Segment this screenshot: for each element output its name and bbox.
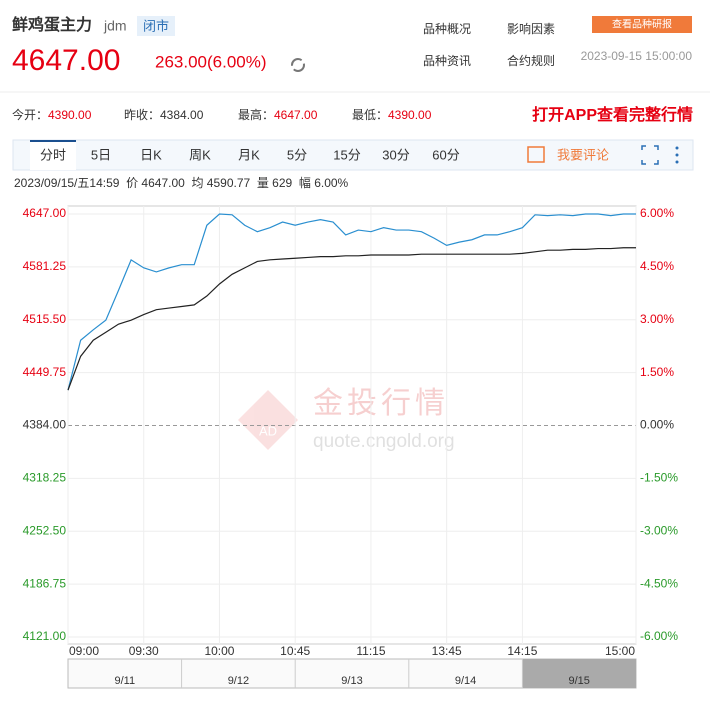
tab[interactable]: 5日 (91, 147, 111, 162)
y-tick-label: 4581.25 (23, 259, 67, 273)
navigator-label: 9/15 (568, 675, 589, 687)
y2-tick-label: -3.00% (640, 523, 678, 537)
navigator-label: 9/11 (115, 675, 136, 687)
menu-dot[interactable] (675, 153, 679, 157)
stat-label: 今开： (12, 107, 48, 122)
y-tick-label: 4384.00 (23, 418, 67, 432)
change: 263.00(6.00%) (155, 52, 267, 71)
stat-label: 最低： (352, 108, 388, 122)
navigator-label: 9/13 (341, 675, 362, 687)
y-tick-label: 4121.00 (23, 629, 67, 643)
button-bg[interactable] (592, 16, 692, 33)
x-tick-label: 09:30 (129, 644, 159, 658)
tab[interactable]: 30分 (382, 147, 409, 162)
link[interactable]: 影响因素 (507, 21, 555, 36)
link[interactable]: 品种资讯 (423, 54, 471, 68)
stat-value: 4390.00 (388, 108, 432, 122)
tab[interactable]: 周K (189, 147, 211, 162)
tabs: 分时 5日 日K 周K 月K 5分 15分 30分 60分 (40, 147, 460, 162)
tab[interactable]: 月K (238, 147, 260, 162)
y-tick-label: 4449.75 (23, 365, 67, 379)
x-tick-label: 09:00 (69, 644, 99, 658)
stat-value: 4390.00 (48, 108, 92, 122)
menu-dot[interactable] (675, 146, 679, 150)
watermark-url: quote.cngold.org (313, 431, 455, 452)
stat-value: 4647.00 (274, 108, 318, 122)
y2-tick-label: 1.50% (640, 365, 674, 379)
y2-tick-label: 6.00% (640, 206, 674, 220)
chart: 4647.00 4581.25 4515.50 4449.75 4384.00 4318.… (23, 205, 678, 689)
watermark-text: 金投行情 (313, 387, 449, 420)
info: 2023/09/15/五14:59 价 4647.00 均 4590.77 量 … (14, 175, 349, 190)
navigator-label: 9/14 (455, 675, 476, 687)
tab[interactable]: 15分 (333, 147, 360, 162)
y2-tick-label: 0.00% (640, 418, 674, 432)
refresh-icon[interactable] (291, 58, 305, 72)
y2-tick-label: -6.00% (640, 629, 678, 643)
stats: 今开： 4390.00 昨收： 4384.00 最高： 4647.00 最低： 4390.00 (12, 107, 432, 122)
y-tick-label: 4186.75 (23, 576, 67, 590)
stat-label: 最高： (238, 107, 274, 122)
stat-label: 昨收： (124, 108, 160, 122)
watermark-badge: AD (259, 423, 277, 438)
price-line (67, 247, 636, 391)
fullscreen-icon[interactable] (641, 145, 659, 165)
y2-tick-label: 4.50% (640, 259, 674, 273)
menu-dot[interactable] (675, 160, 679, 164)
price: 4647.00 (12, 44, 120, 77)
tab[interactable]: 60分 (432, 147, 459, 162)
watermark-logo (238, 390, 298, 450)
y2-tick-label: -4.50% (640, 576, 678, 590)
link[interactable]: 合约规则 (507, 53, 555, 68)
promo[interactable]: 打开APP查看完整行情 (532, 105, 693, 124)
y-tick-label: 4647.00 (23, 206, 67, 220)
y-tick-label: 4252.50 (23, 523, 67, 537)
navigator-label: 9/12 (228, 675, 249, 687)
y2-tick-label: -1.50% (640, 471, 678, 485)
link[interactable]: 品种概况 (423, 22, 471, 36)
comment-icon[interactable] (527, 146, 545, 163)
x-tick-label: 11:15 (356, 644, 385, 658)
button[interactable]: 查看品种研报 (612, 18, 672, 31)
navigator-window[interactable] (522, 659, 636, 688)
tab[interactable]: 5分 (287, 147, 307, 162)
y2-tick-label: 3.00% (640, 312, 674, 326)
tab-active (30, 140, 76, 170)
x-tick-label: 10:00 (204, 644, 234, 658)
status-bg (137, 16, 175, 36)
watermark: AD 金投行情 quote.cngold.org (238, 387, 455, 452)
y-tick-label: 4318.25 (23, 471, 67, 485)
x-tick-label: 14:15 (507, 644, 537, 658)
comment[interactable]: 我要评论 (557, 147, 609, 162)
y-tick-label: 4515.50 (23, 312, 67, 326)
title: 鲜鸡蛋主力 (12, 15, 92, 34)
tab[interactable]: 分时 (40, 147, 66, 162)
tab-bar (12, 139, 694, 171)
time: 2023-09-15 15:00:00 (581, 49, 693, 63)
x-tick-label: 13:45 (432, 644, 462, 658)
x-tick-label: 15:00 (605, 644, 635, 658)
price-line (67, 213, 636, 391)
tab[interactable]: 日K (140, 147, 162, 162)
stat-value: 4384.00 (160, 108, 204, 122)
x-tick-label: 10:45 (280, 644, 310, 658)
code: jdm (103, 18, 127, 34)
status: 闭市 (143, 18, 169, 33)
